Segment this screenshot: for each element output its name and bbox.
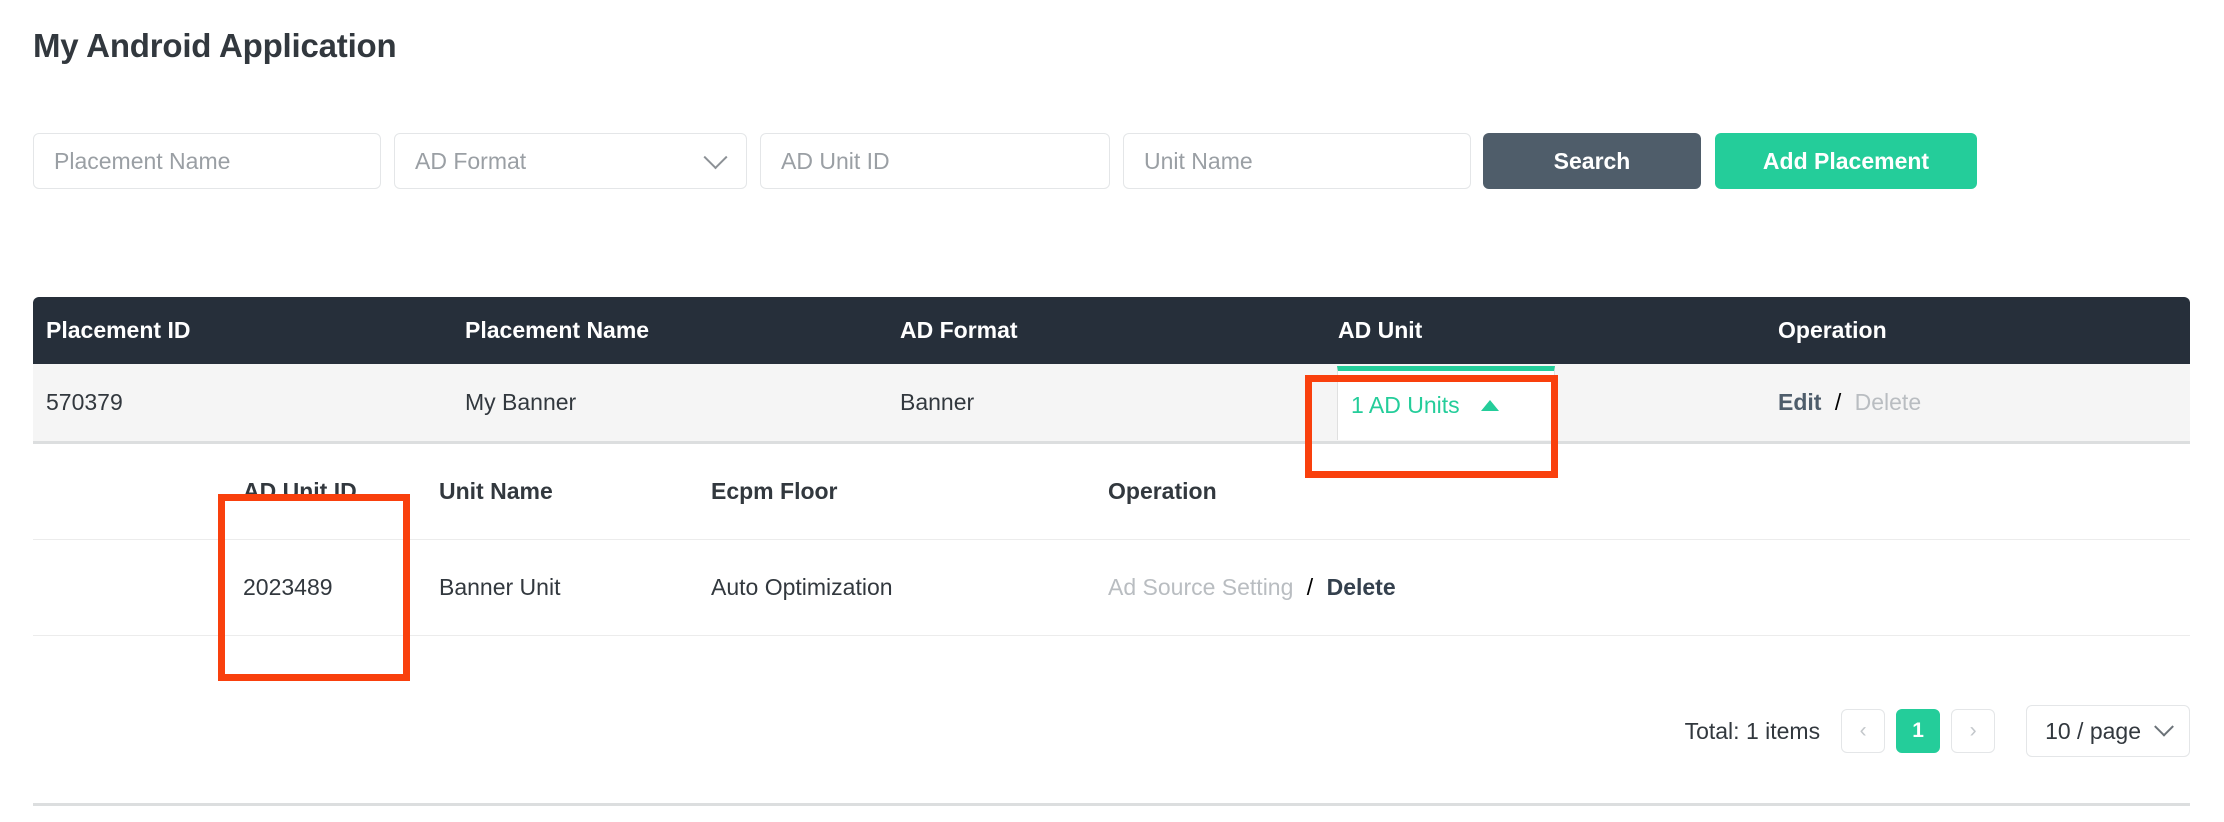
chevron-down-icon [703, 144, 728, 169]
subcolumn-header-operation: Operation [1108, 478, 1217, 504]
cell-ad-unit: 1 AD Units [1337, 365, 1778, 440]
page-number-button[interactable]: 1 [1896, 709, 1941, 753]
cell-ecpm-floor: Auto Optimization [711, 574, 893, 600]
table-header-row: Placement ID Placement Name AD Format AD… [33, 297, 2190, 364]
bottom-divider [33, 803, 2190, 806]
subtable-row[interactable]: 2023489 Banner Unit Auto Optimization Ad… [33, 540, 2190, 636]
delete-link[interactable]: Delete [1854, 389, 1922, 415]
add-placement-button-label: Add Placement [1762, 147, 1930, 174]
table-row[interactable]: 570379 My Banner Banner 1 AD Units Edit … [33, 364, 2190, 444]
subcolumn-header-unit-name: Unit Name [439, 478, 553, 504]
subcolumn-header-ad-unit-id: AD Unit ID [243, 478, 357, 504]
cell-placement-id: 570379 [46, 389, 123, 415]
sub-delete-link[interactable]: Delete [1326, 574, 1396, 600]
sub-operation-separator: / [1306, 574, 1314, 600]
pagination: Total: 1 items ‹ 1 › 10 / page [1685, 705, 2190, 757]
column-header-operation: Operation [1778, 317, 1887, 343]
chevron-down-icon [2154, 716, 2174, 737]
unit-name-input[interactable]: Unit Name [1123, 133, 1471, 189]
chevron-right-icon[interactable]: › [1951, 709, 1996, 753]
placement-table: Placement ID Placement Name AD Format AD… [33, 297, 2190, 636]
operation-separator: / [1834, 389, 1842, 415]
total-items-label: Total: 1 items [1684, 717, 1821, 744]
column-header-ad-unit: AD Unit [1338, 317, 1423, 343]
cell-unit-name: Banner Unit [439, 574, 561, 600]
add-placement-button[interactable]: Add Placement [1715, 133, 1977, 189]
edit-link[interactable]: Edit [1778, 389, 1822, 415]
subcolumn-header-ecpm-floor: Ecpm Floor [711, 478, 838, 504]
cell-placement-name: My Banner [465, 389, 577, 415]
column-header-placement-id: Placement ID [46, 317, 191, 343]
page-size-label: 10 / page [2045, 717, 2141, 744]
filter-bar: Placement Name AD Format AD Unit ID Unit… [33, 133, 1977, 189]
cell-ad-format: Banner [900, 389, 975, 415]
column-header-placement-name: Placement Name [465, 317, 650, 343]
ad-units-label: 1 AD Units [1351, 391, 1460, 418]
column-header-ad-format: AD Format [900, 317, 1018, 343]
cell-sub-operation: Ad Source Setting / Delete [1108, 574, 2190, 601]
ad-unit-id-placeholder: AD Unit ID [781, 147, 890, 174]
placement-name-input[interactable]: Placement Name [33, 133, 381, 189]
search-button[interactable]: Search [1483, 133, 1701, 189]
cell-ad-unit-id: 2023489 [243, 574, 333, 600]
ad-units-expander[interactable]: 1 AD Units [1337, 365, 1555, 440]
page-title: My Android Application [33, 27, 397, 64]
page-size-select[interactable]: 10 / page [2026, 705, 2190, 757]
ad-source-setting-link[interactable]: Ad Source Setting [1108, 574, 1294, 600]
ad-format-value: AD Format [415, 147, 527, 174]
placement-name-placeholder: Placement Name [54, 147, 231, 174]
cell-operation: Edit / Delete [1778, 389, 2190, 416]
chevron-left-icon[interactable]: ‹ [1841, 709, 1886, 753]
ad-format-select[interactable]: AD Format [394, 133, 747, 189]
search-button-label: Search [1553, 147, 1631, 174]
ad-unit-id-input[interactable]: AD Unit ID [760, 133, 1110, 189]
subtable-header-row: AD Unit ID Unit Name Ecpm Floor Operatio… [33, 444, 2190, 540]
caret-up-icon [1480, 399, 1499, 411]
unit-name-placeholder: Unit Name [1144, 147, 1253, 174]
